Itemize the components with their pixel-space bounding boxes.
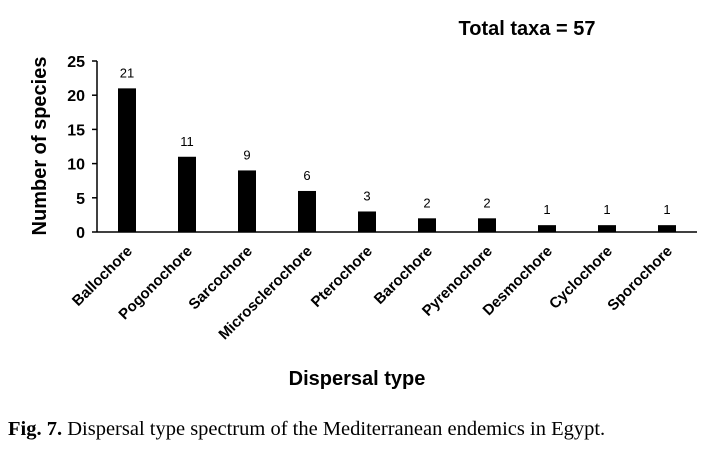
data-label: 1 <box>603 202 610 217</box>
x-axis-title: Dispersal type <box>289 368 426 390</box>
figure-caption: Fig. 7. Dispersal type spectrum of the M… <box>8 418 713 441</box>
data-label: 21 <box>120 65 134 80</box>
data-label: 3 <box>363 188 370 203</box>
bar-cyclochore <box>598 225 616 232</box>
x-tick-label: Pterochore <box>308 243 376 311</box>
y-tick-label: 0 <box>76 225 85 242</box>
bar-pterochore <box>358 211 376 232</box>
y-tick-label: 20 <box>67 88 85 105</box>
plot-area: 051015202521Ballochore11Pogonochore9Sarc… <box>67 54 697 343</box>
y-tick-label: 5 <box>76 191 85 208</box>
bar-barochore <box>418 218 436 232</box>
x-tick-label: Barochore <box>371 243 436 308</box>
y-axis-title: Number of species <box>29 57 51 236</box>
y-tick-label: 15 <box>67 122 85 139</box>
figure-label: Fig. 7. <box>8 418 63 440</box>
total-taxa-annotation: Total taxa = 57 <box>459 18 596 40</box>
bar-pogonochore <box>178 156 196 232</box>
x-tick-label: Sporochore <box>604 243 676 315</box>
data-label: 11 <box>180 134 194 149</box>
bar-sporochore <box>658 225 676 232</box>
bar-ballochore <box>118 88 136 232</box>
y-tick-label: 10 <box>67 157 85 174</box>
data-label: 1 <box>663 202 670 217</box>
data-label: 2 <box>483 195 490 210</box>
data-label: 2 <box>423 195 430 210</box>
y-tick-label: 25 <box>67 54 85 71</box>
data-label: 6 <box>303 168 310 183</box>
figure-caption-text: Dispersal type spectrum of the Mediterra… <box>62 418 606 440</box>
data-label: 1 <box>543 202 550 217</box>
bar-sarcochore <box>238 170 256 232</box>
bar-microsclerochore <box>298 190 316 232</box>
data-label: 9 <box>243 147 250 162</box>
bar-desmochore <box>538 225 556 232</box>
bar-pyrenochore <box>478 218 496 232</box>
